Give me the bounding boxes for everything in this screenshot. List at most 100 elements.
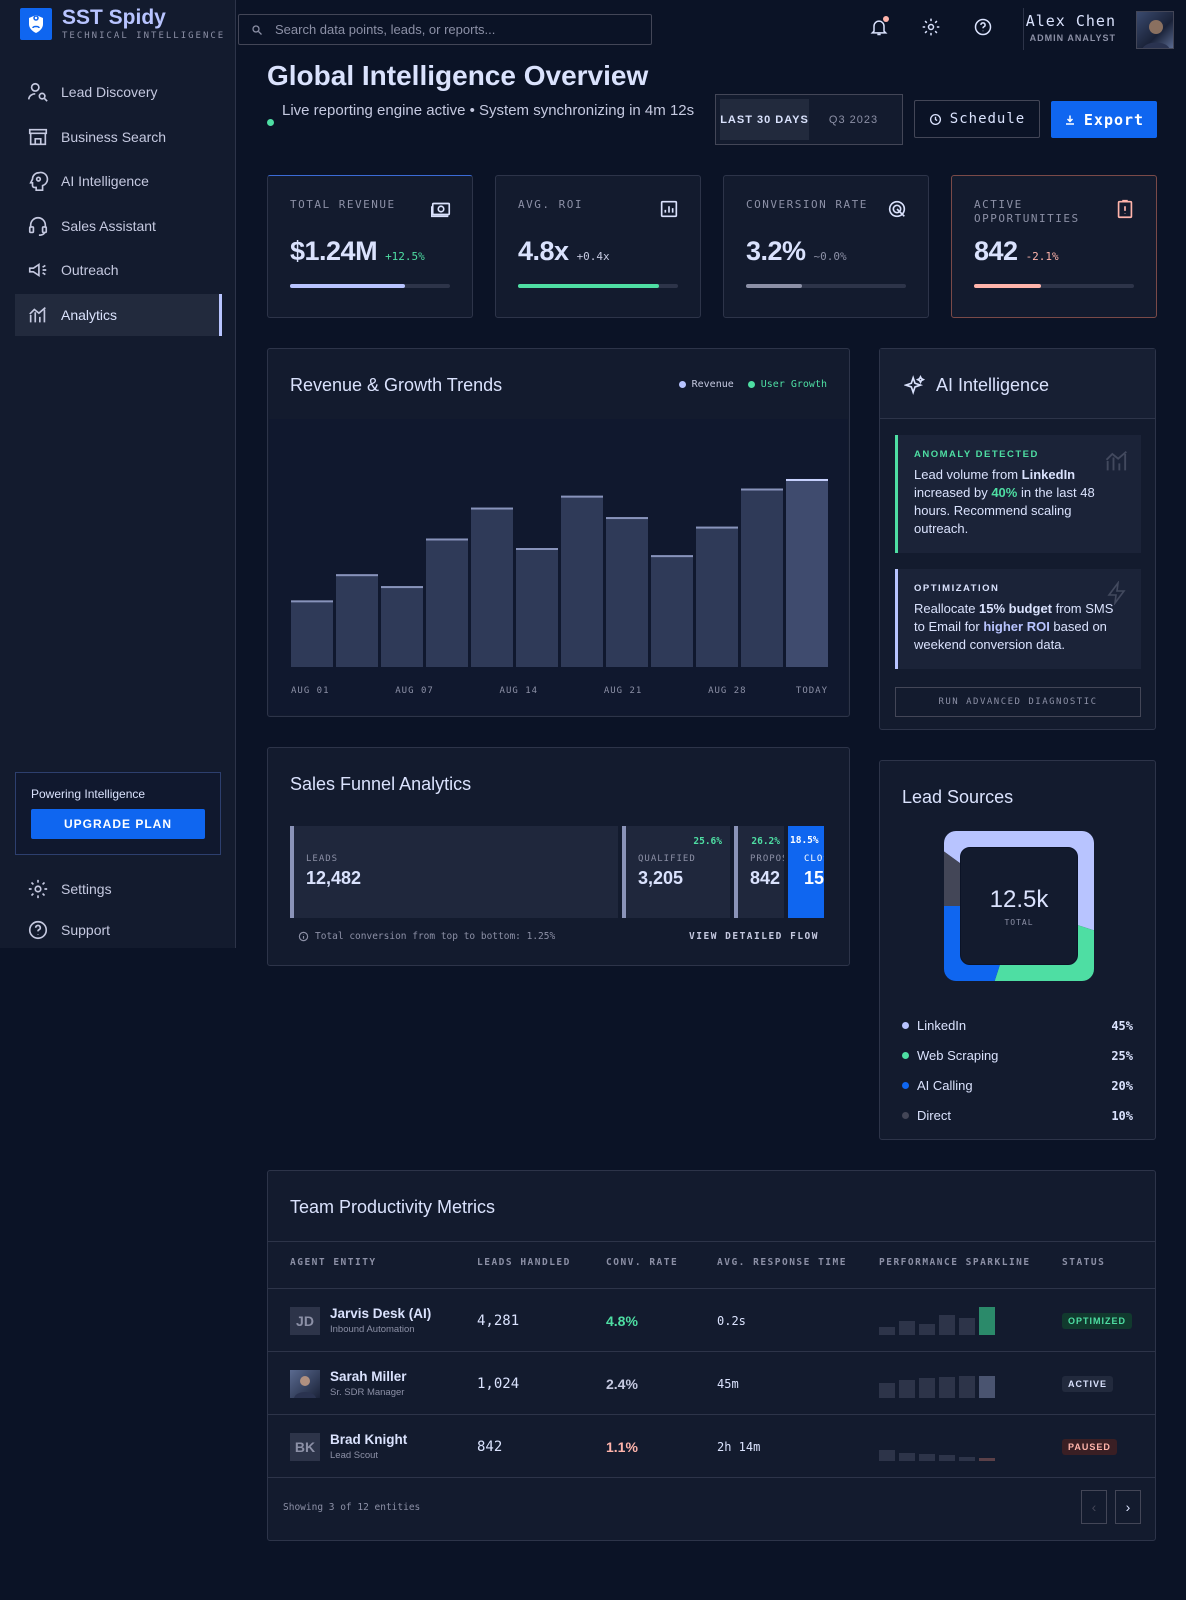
funnel-stage-closed[interactable]: 18.5% CLOS 15: [788, 826, 824, 918]
kpi-card[interactable]: TOTAL REVENUE $1.24M +12.5%: [267, 175, 473, 318]
agent-cell: JD Jarvis Desk (AI) Inbound Automation: [290, 1289, 431, 1352]
agent-cell: Sarah Miller Sr. SDR Manager: [290, 1352, 407, 1415]
chart-bar-cap: [696, 526, 738, 529]
status-cell: PAUSED: [1062, 1415, 1117, 1478]
x-tick-label: TODAY: [796, 686, 828, 696]
sidebar-item-ai-intelligence[interactable]: AI Intelligence: [15, 160, 222, 202]
chart-bar[interactable]: [516, 548, 558, 667]
spark-bar: [979, 1307, 995, 1335]
sidebar-item-settings[interactable]: Settings: [27, 878, 112, 900]
chart-bar[interactable]: [696, 526, 738, 667]
trending-icon: [1105, 450, 1127, 471]
sidebar-item-business-search[interactable]: Business Search: [15, 116, 222, 158]
table-row[interactable]: JD Jarvis Desk (AI) Inbound Automation 4,…: [268, 1288, 1156, 1351]
chart-bar[interactable]: [426, 538, 468, 667]
range-q3-2023[interactable]: Q3 2023: [828, 113, 879, 126]
brand[interactable]: SST Spidy TECHNICAL INTELLIGENCE: [20, 6, 225, 41]
top-bar: Search data points, leads, or reports...…: [236, 0, 1186, 58]
status-cell: ACTIVE: [1062, 1352, 1114, 1415]
funnel-bar: LEADS 12,482 25.6% QUALIFIED 3,205 26.2%…: [290, 826, 828, 918]
kpi-delta: +0.4x: [576, 250, 610, 263]
lead-sources-card: Lead Sources 12.5k TOTAL LinkedIn 45% Web …: [879, 760, 1156, 1140]
legend-dot: [678, 381, 686, 388]
anomaly-alert[interactable]: ANOMALY DETECTED Lead volume from Linked…: [895, 435, 1141, 553]
response-time: 2h 14m: [717, 1439, 761, 1454]
chart-bar[interactable]: [786, 478, 828, 667]
search-bar[interactable]: Search data points, leads, or reports...: [238, 14, 652, 45]
stage-value: 15: [804, 868, 824, 888]
chart-bar[interactable]: [561, 495, 603, 667]
chart-bar[interactable]: [336, 574, 378, 667]
chart-bar[interactable]: [291, 600, 333, 667]
lead-source-item[interactable]: Direct 10%: [902, 1108, 1133, 1123]
run-diagnostic-button[interactable]: RUN ADVANCED DIAGNOSTIC: [895, 687, 1141, 717]
chart-bar-cap: [561, 495, 603, 498]
schedule-button[interactable]: Schedule: [914, 100, 1040, 138]
funnel-stage-qualified[interactable]: 25.6% QUALIFIED 3,205: [622, 826, 730, 918]
response-time: 0.2s: [717, 1313, 746, 1328]
prev-page-button[interactable]: ‹: [1081, 1490, 1107, 1524]
sidebar-item-support[interactable]: Support: [27, 919, 110, 941]
help-button[interactable]: [970, 14, 996, 40]
avatar[interactable]: [1136, 11, 1174, 49]
sparkline: [879, 1305, 999, 1335]
kpi-value-row: $1.24M +12.5%: [290, 236, 425, 267]
bell-icon: [870, 20, 888, 36]
chart-bar[interactable]: [606, 517, 648, 667]
page-title: Global Intelligence Overview: [267, 60, 649, 91]
funnel-note: Total conversion from top to bottom: 1.2…: [298, 931, 555, 942]
chart-bar[interactable]: [741, 488, 783, 668]
lead-source-item[interactable]: LinkedIn 45%: [902, 1018, 1133, 1033]
sidebar-item-outreach[interactable]: Outreach: [15, 249, 222, 291]
source-dot: [902, 1082, 909, 1089]
chart-bar[interactable]: [381, 586, 423, 667]
funnel-stage-leads[interactable]: LEADS 12,482: [290, 826, 618, 918]
sidebar-item-analytics[interactable]: Analytics: [15, 293, 222, 336]
user-info[interactable]: Alex Chen ADMIN ANALYST: [1026, 12, 1116, 43]
sidebar-item-lead-discovery[interactable]: Lead Discovery: [15, 71, 222, 113]
upgrade-plan-button[interactable]: UPGRADE PLAN: [31, 809, 205, 839]
sparkline: [879, 1368, 999, 1398]
sidebar-item-sales-assistant[interactable]: Sales Assistant: [15, 205, 222, 247]
lead-source-item[interactable]: AI Calling 20%: [902, 1078, 1133, 1093]
chart-area: AUG 01 AUG 07 AUG 14 AUG 21 AUG 28 TODAY: [269, 419, 848, 715]
kpi-card[interactable]: AVG. ROI 4.8x +0.4x: [495, 175, 701, 318]
support-label: Support: [61, 922, 111, 938]
range-last-30-days[interactable]: LAST 30 DAYS: [720, 99, 809, 140]
chart-bar[interactable]: [471, 507, 513, 667]
divider: [268, 1477, 1156, 1478]
table-header: STATUS: [1062, 1257, 1106, 1268]
sidebar-item-label: AI Intelligence: [61, 173, 149, 190]
table-header: LEADS HANDLED: [477, 1257, 571, 1268]
kpi-card[interactable]: ACTIVE OPPORTUNITIES 842 -2.1%: [951, 175, 1157, 318]
funnel-title: Sales Funnel Analytics: [290, 774, 472, 794]
kpi-value: 4.8x: [518, 236, 569, 266]
x-tick-label: AUG 01: [291, 686, 330, 696]
kpi-progress: [746, 284, 906, 288]
table-row[interactable]: Sarah Miller Sr. SDR Manager 1,024 2.4% 4…: [268, 1351, 1156, 1414]
leads-handled: 1,024: [477, 1375, 520, 1392]
search-input[interactable]: Search data points, leads, or reports...: [275, 22, 496, 37]
status-badge: OPTIMIZED: [1062, 1312, 1132, 1329]
spark-bar: [899, 1379, 915, 1398]
table-header: CONV. RATE: [606, 1257, 679, 1268]
view-detailed-flow-link[interactable]: VIEW DETAILED FLOW: [689, 931, 819, 942]
table-row[interactable]: BK Brad Knight Lead Scout 842 1.1% 2h 14m…: [268, 1414, 1156, 1477]
optimization-alert[interactable]: OPTIMIZATION Reallocate 15% budget from …: [895, 569, 1141, 669]
next-page-button[interactable]: ›: [1115, 1490, 1141, 1524]
export-button[interactable]: Export: [1051, 101, 1157, 138]
chart-bar[interactable]: [651, 555, 693, 667]
spark-bar: [959, 1318, 975, 1335]
sales-funnel-card: Sales Funnel Analytics LEADS 12,482 25.6…: [267, 747, 850, 966]
settings-button[interactable]: [918, 14, 944, 40]
lead-total: 12.5k: [989, 885, 1049, 913]
kpi-card[interactable]: CONVERSION RATE 3.2% ~0.0%: [723, 175, 929, 318]
spark-bar: [919, 1323, 935, 1335]
lead-source-item[interactable]: Web Scraping 25%: [902, 1048, 1133, 1063]
notifications-button[interactable]: [866, 14, 892, 40]
chart-bar-cap: [606, 517, 648, 520]
psychology-icon: [29, 171, 49, 192]
funnel-stage-proposal[interactable]: 26.2% PROPOS 842: [734, 826, 784, 918]
user-role: ADMIN ANALYST: [1029, 33, 1116, 43]
export-label: Export: [1083, 110, 1145, 129]
